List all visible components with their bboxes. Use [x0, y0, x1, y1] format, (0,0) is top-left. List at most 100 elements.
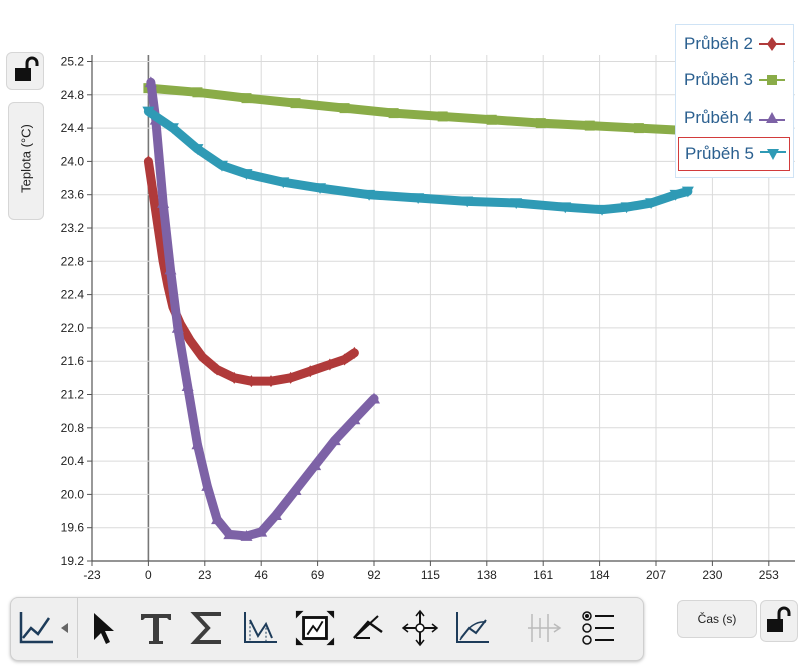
data-point [559, 202, 572, 214]
x-tick-label: 0 [145, 568, 152, 582]
data-point [340, 353, 349, 366]
y-tick-label: 20.8 [61, 421, 85, 435]
text-tool-button[interactable] [135, 606, 177, 650]
select-tool-button[interactable] [83, 606, 125, 650]
data-point [368, 392, 380, 404]
y-tick-label: 19.2 [61, 554, 85, 568]
x-tick-labels: -23023466992115138161184207230253276 [83, 568, 779, 582]
data-point [247, 375, 256, 388]
y-tick-label: 24.8 [61, 88, 85, 102]
x-axis-lock-button[interactable] [760, 600, 798, 642]
interpolate-tool-button[interactable] [347, 606, 389, 650]
autoscale-tool-button[interactable] [294, 606, 336, 650]
data-point [309, 459, 322, 471]
series-průběh-4 [144, 76, 380, 541]
y-tick-label: 23.6 [61, 188, 85, 202]
tangent-icon [528, 614, 562, 642]
data-point [211, 513, 224, 525]
select-arrow-icon [94, 613, 114, 644]
graph-type-menu-button[interactable] [11, 598, 78, 658]
y-tick-label: 21.2 [61, 388, 85, 402]
data-point [171, 321, 184, 333]
square-marker-icon [759, 75, 785, 85]
data-point [412, 193, 425, 205]
data-point [328, 434, 341, 446]
tangent-tool-button[interactable] [523, 606, 565, 650]
y-tick-labels: 25.2 24.8 24.4 24.0 23.6 23.2 22.8 22.4 22.0 21.6… [61, 55, 85, 569]
data-point [620, 202, 633, 214]
data-point [277, 177, 290, 189]
x-tick-label: 92 [367, 568, 381, 582]
data-point [669, 189, 682, 201]
x-axis-label-button[interactable]: Čas (s) [677, 600, 757, 638]
data-point [164, 263, 177, 275]
data-point [510, 198, 523, 210]
data-point [314, 183, 327, 195]
data-point [350, 346, 359, 359]
y-axis-label-button[interactable]: Teplota (°C) [8, 102, 44, 220]
statistics-tool-button[interactable] [187, 606, 229, 650]
y-tick-label: 20.0 [61, 487, 85, 501]
x-tick-label: 207 [646, 568, 666, 582]
data-point [198, 351, 207, 364]
options-tool-button[interactable] [577, 606, 619, 650]
data-point [306, 365, 315, 378]
integral-area-icon [244, 612, 277, 643]
data-point [269, 509, 282, 521]
legend-item-prubeh-3[interactable]: Průběh 3 [678, 63, 790, 97]
data-point [461, 196, 474, 208]
data-point [348, 413, 361, 425]
curve-fit-icon [456, 612, 489, 643]
x-tick-label: 253 [759, 568, 779, 582]
x-tick-label: -23 [83, 568, 101, 582]
data-point [681, 186, 694, 198]
data-point [339, 103, 350, 114]
data-point [241, 93, 252, 104]
data-point [215, 160, 228, 172]
data-point [149, 188, 158, 201]
y-tick-label: 22.0 [61, 321, 85, 335]
x-tick-label: 23 [198, 568, 212, 582]
x-tick-label: 46 [255, 568, 269, 582]
data-point [144, 155, 153, 168]
options-list-icon [582, 611, 614, 645]
diamond-marker-icon [759, 37, 785, 51]
data-point [157, 197, 170, 208]
examine-tool-button[interactable] [399, 606, 441, 650]
series-line [146, 77, 379, 541]
legend-label: Průběh 5 [685, 144, 754, 163]
y-tick-label: 22.8 [61, 254, 85, 268]
axes [87, 55, 795, 566]
integral-tool-button[interactable] [239, 606, 281, 650]
y-axis-label: Teplota (°C) [18, 124, 34, 193]
legend-item-prubeh-5[interactable]: Průběh 5 [678, 137, 790, 171]
legend-item-prubeh-4[interactable]: Průběh 4 [678, 101, 790, 135]
line-graph-icon [19, 612, 68, 644]
data-point [192, 87, 203, 98]
y-tick-label: 19.6 [61, 521, 85, 535]
x-tick-label: 184 [590, 568, 610, 582]
autoscale-icon [295, 610, 335, 646]
data-point [437, 111, 448, 122]
series-průběh-5 [142, 106, 694, 216]
data-point [163, 280, 173, 293]
data-point [181, 380, 194, 391]
data-point [535, 118, 546, 129]
data-point [223, 528, 236, 540]
data-point [185, 334, 195, 347]
x-tick-label: 230 [702, 568, 722, 582]
data-point [240, 530, 253, 541]
data-point [584, 120, 595, 131]
legend-item-prubeh-2[interactable]: Průběh 2 [678, 27, 790, 61]
statistics-sigma-icon [190, 612, 221, 644]
interpolate-icon [353, 615, 383, 639]
y-axis-lock-button[interactable] [6, 52, 44, 90]
data-point [142, 106, 155, 118]
y-tick-label: 22.4 [61, 288, 85, 302]
curve-fit-tool-button[interactable] [451, 606, 493, 650]
y-tick-label: 25.2 [61, 55, 85, 69]
crosshair-examine-icon [401, 609, 439, 647]
data-point [201, 480, 214, 491]
data-point [144, 76, 157, 88]
